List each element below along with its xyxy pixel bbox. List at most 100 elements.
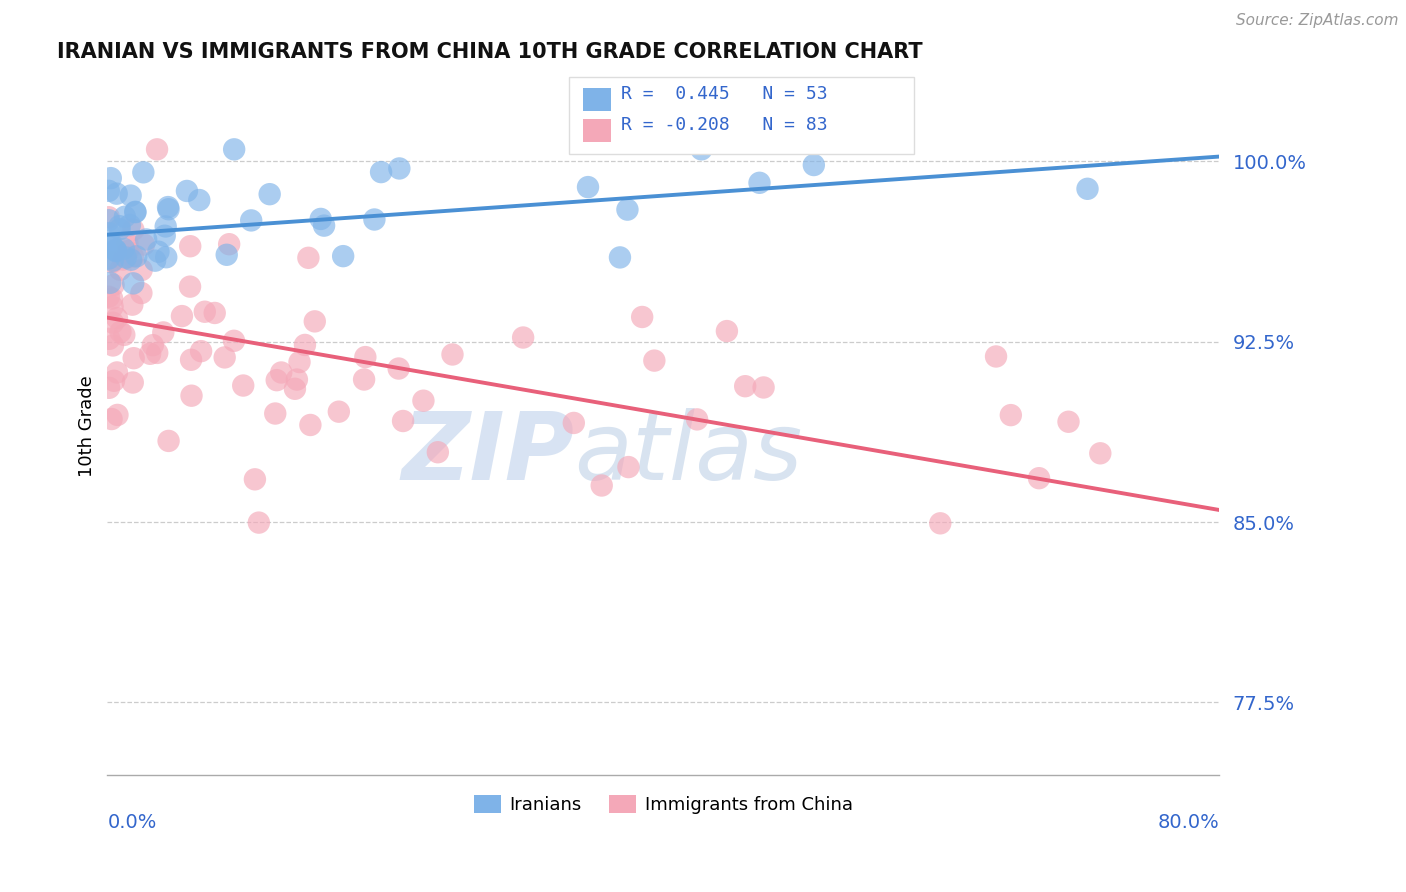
Point [100, 171, 122, 186]
Point [97, 252, 120, 266]
Point [190, 344, 212, 359]
Point [97, 184, 120, 198]
Point [1076, 182, 1098, 196]
Point [412, 393, 434, 408]
Point [155, 219, 177, 234]
Point [108, 262, 131, 277]
Point [354, 350, 377, 364]
Point [157, 200, 180, 214]
Point [146, 142, 169, 156]
Point [562, 416, 585, 430]
Point [117, 244, 139, 258]
Point [204, 306, 226, 320]
Point [101, 316, 124, 330]
Point [752, 380, 775, 394]
Point [112, 242, 135, 256]
Point [609, 251, 631, 265]
Point [270, 366, 292, 380]
Point [224, 142, 246, 156]
Point [153, 228, 176, 243]
Point [103, 374, 125, 388]
Point [426, 445, 449, 459]
Point [125, 249, 148, 263]
Point [643, 353, 665, 368]
Point [105, 244, 128, 258]
Point [157, 434, 180, 448]
Point [1057, 415, 1080, 429]
Point [266, 373, 288, 387]
Point [929, 516, 952, 531]
Point [148, 244, 170, 259]
Point [180, 389, 202, 403]
Point [98, 226, 121, 240]
Point [122, 223, 145, 237]
Point [112, 327, 135, 342]
Point [314, 219, 336, 233]
Point [121, 376, 143, 390]
Point [100, 238, 122, 252]
Point [297, 251, 319, 265]
Text: ZIP: ZIP [402, 408, 575, 500]
Point [215, 248, 238, 262]
Point [353, 372, 375, 386]
Point [617, 460, 640, 475]
Point [309, 211, 332, 226]
Point [716, 324, 738, 338]
Point [591, 478, 613, 492]
Point [232, 378, 254, 392]
Point [139, 347, 162, 361]
Point [222, 334, 245, 348]
Point [108, 222, 131, 236]
Bar [583, 119, 612, 142]
Point [170, 309, 193, 323]
Point [370, 165, 392, 179]
Point [288, 355, 311, 369]
Point [686, 412, 709, 426]
Point [131, 286, 153, 301]
Point [332, 249, 354, 263]
Text: 80.0%: 80.0% [1157, 814, 1219, 832]
Point [155, 250, 177, 264]
Point [97, 290, 120, 304]
Point [392, 414, 415, 428]
Y-axis label: 10th Grade: 10th Grade [79, 375, 96, 476]
Point [100, 236, 122, 251]
Point [114, 210, 136, 224]
Point [157, 202, 180, 217]
Point [98, 332, 121, 346]
Point [120, 252, 142, 267]
Point [104, 243, 127, 257]
Point [100, 412, 122, 426]
Point [218, 237, 240, 252]
Point [101, 253, 124, 268]
Point [304, 314, 326, 328]
Point [98, 381, 121, 395]
Point [132, 165, 155, 179]
Point [176, 184, 198, 198]
Point [132, 237, 155, 252]
Point [734, 379, 756, 393]
Point [631, 310, 654, 324]
FancyBboxPatch shape [569, 78, 914, 154]
Point [101, 292, 124, 306]
Point [121, 298, 143, 312]
Point [803, 158, 825, 172]
Point [124, 205, 146, 219]
Point [110, 325, 132, 339]
Text: R = -0.208   N = 83: R = -0.208 N = 83 [621, 116, 828, 134]
Point [1090, 446, 1112, 460]
Point [122, 250, 145, 264]
Point [259, 187, 281, 202]
Point [285, 373, 308, 387]
Point [105, 311, 128, 326]
Point [1000, 408, 1022, 422]
Point [108, 219, 131, 234]
Legend: Iranians, Immigrants from China: Iranians, Immigrants from China [467, 788, 860, 822]
Point [984, 350, 1007, 364]
Point [240, 213, 263, 227]
Point [135, 232, 157, 246]
Text: 0.0%: 0.0% [107, 814, 156, 832]
Point [194, 304, 217, 318]
Point [264, 407, 287, 421]
Point [179, 239, 201, 253]
